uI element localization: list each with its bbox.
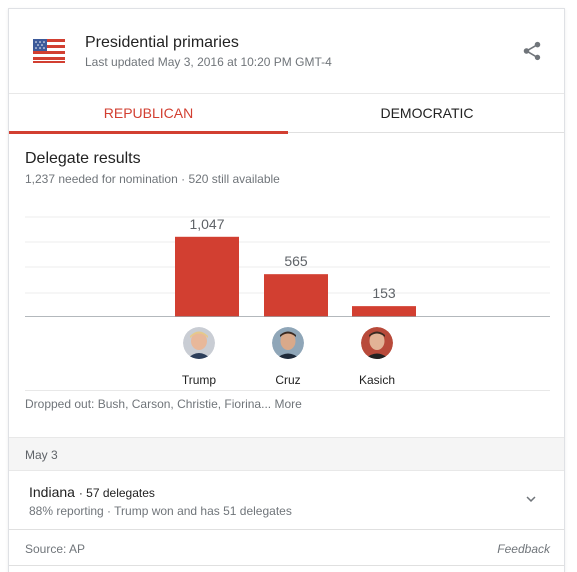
date-label: May 3 bbox=[25, 448, 58, 462]
state-result-row[interactable]: Indiana · 57 delegates 88% reporting · T… bbox=[9, 471, 564, 529]
state-name: Indiana bbox=[29, 484, 75, 500]
party-tabs: REPUBLICAN DEMOCRATIC bbox=[9, 93, 564, 134]
delegate-bar-chart: 1,047 565 153 bbox=[25, 205, 550, 317]
chevron-down-icon[interactable] bbox=[522, 490, 540, 508]
candidate-name: Kasich bbox=[358, 373, 396, 387]
state-name-line: Indiana · 57 delegates bbox=[29, 484, 155, 500]
bar-trump bbox=[175, 236, 239, 317]
candidate-cruz[interactable]: Cruz bbox=[258, 327, 318, 387]
bar-value-label: 153 bbox=[372, 285, 396, 301]
card-footer: Source: AP Feedback bbox=[9, 529, 564, 565]
date-section-header: May 3 bbox=[9, 437, 564, 471]
kasich-avatar-icon bbox=[361, 327, 393, 359]
candidate-name: Cruz bbox=[275, 373, 301, 387]
cruz-avatar-icon bbox=[272, 327, 304, 359]
feedback-link[interactable]: Feedback bbox=[497, 542, 550, 556]
state-detail: 88% reporting · Trump won and has 51 del… bbox=[29, 504, 292, 518]
state-delegates: · 57 delegates bbox=[78, 486, 155, 500]
candidate-kasich[interactable]: Kasich bbox=[347, 327, 407, 387]
bar-value-label: 1,047 bbox=[189, 216, 224, 232]
bar-cruz bbox=[264, 274, 328, 317]
dropped-out-text: Dropped out: Bush, Carson, Christie, Fio… bbox=[25, 397, 272, 411]
card-header: Presidential primaries Last updated May … bbox=[9, 9, 564, 93]
tab-republican[interactable]: REPUBLICAN bbox=[9, 94, 288, 134]
tab-democratic[interactable]: DEMOCRATIC bbox=[380, 105, 474, 121]
bar-value-label: 565 bbox=[284, 253, 308, 269]
candidate-trump[interactable]: Trump bbox=[169, 327, 229, 387]
bar-kasich bbox=[352, 306, 416, 317]
more-link[interactable]: More bbox=[274, 397, 302, 411]
share-icon[interactable] bbox=[521, 40, 543, 62]
source-label: Source: AP bbox=[25, 542, 86, 556]
trump-avatar-icon bbox=[183, 327, 215, 359]
divider bbox=[25, 390, 550, 391]
last-updated: Last updated May 3, 2016 at 10:20 PM GMT… bbox=[85, 55, 332, 69]
dropped-out-line: Dropped out: Bush, Carson, Christie, Fio… bbox=[25, 397, 302, 411]
card-title: Presidential primaries bbox=[85, 34, 239, 51]
chart-svg: 1,047 565 153 bbox=[25, 216, 550, 317]
us-flag-icon bbox=[33, 39, 65, 63]
delegate-results-title: Delegate results bbox=[25, 150, 141, 167]
candidate-name: Trump bbox=[181, 373, 217, 387]
delegate-results-subtitle: 1,237 needed for nomination · 520 still … bbox=[25, 172, 280, 186]
primaries-card: Presidential primaries Last updated May … bbox=[8, 8, 565, 572]
bottom-divider bbox=[9, 565, 564, 566]
